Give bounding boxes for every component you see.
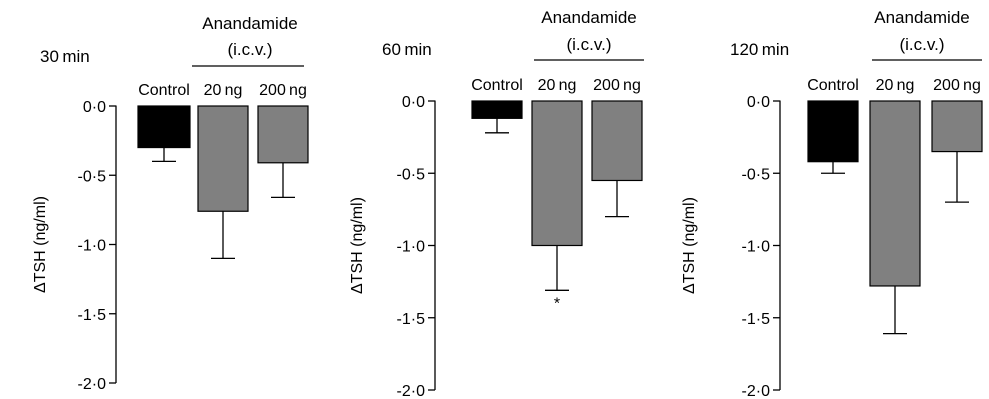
panel-title: 60 min: [382, 40, 432, 59]
y-tick-label: -1·0: [78, 238, 107, 255]
group-subheader: (i.c.v.): [227, 40, 272, 59]
group-header: Anandamide: [541, 8, 636, 27]
y-axis-label: ΔTSH (ng/ml): [349, 197, 366, 294]
category-label: Control: [471, 77, 523, 94]
bar: [591, 100, 643, 182]
category-label: Control: [807, 77, 859, 94]
bar: [137, 105, 191, 149]
group-header: Anandamide: [874, 8, 969, 27]
bar: [197, 105, 249, 212]
group-subheader: (i.c.v.): [566, 35, 611, 54]
y-tick-label: 0·0: [402, 94, 425, 111]
bar: [257, 105, 309, 164]
bar: [471, 100, 523, 119]
bar: [531, 100, 583, 247]
bar: [931, 100, 983, 153]
y-tick-label: 0·0: [83, 99, 106, 116]
y-tick-label: -1·5: [78, 307, 107, 324]
y-tick-label: -2·0: [78, 376, 107, 393]
bar: [807, 100, 859, 163]
y-tick-label: -1·0: [397, 239, 426, 256]
y-tick-label: -0·5: [742, 166, 771, 183]
significance-marker: *: [554, 295, 560, 312]
category-label: 20 ng: [538, 77, 577, 94]
group-subheader: (i.c.v.): [899, 35, 944, 54]
y-tick-label: -0·5: [78, 168, 107, 185]
group-header: Anandamide: [202, 14, 297, 33]
y-tick-label: -2·0: [742, 383, 771, 399]
y-tick-label: 0·0: [747, 94, 770, 111]
y-tick-label: -0·5: [397, 166, 426, 183]
y-axis-label: ΔTSH (ng/ml): [681, 197, 698, 294]
category-label: 20 ng: [876, 77, 915, 94]
category-label: 200 ng: [259, 82, 307, 99]
bar: [869, 100, 921, 287]
category-label: 20 ng: [204, 82, 243, 99]
y-tick-label: -2·0: [397, 383, 426, 399]
y-tick-label: -1·5: [742, 311, 771, 328]
category-label: 200 ng: [593, 77, 641, 94]
panel-title: 120 min: [730, 40, 789, 59]
panel-title: 30 min: [40, 47, 90, 66]
y-tick-label: -1·5: [397, 311, 426, 328]
y-axis-label: ΔTSH (ng/ml): [32, 196, 49, 293]
category-label: 200 ng: [933, 77, 981, 94]
category-label: Control: [138, 82, 190, 99]
y-tick-label: -1·0: [742, 239, 771, 256]
